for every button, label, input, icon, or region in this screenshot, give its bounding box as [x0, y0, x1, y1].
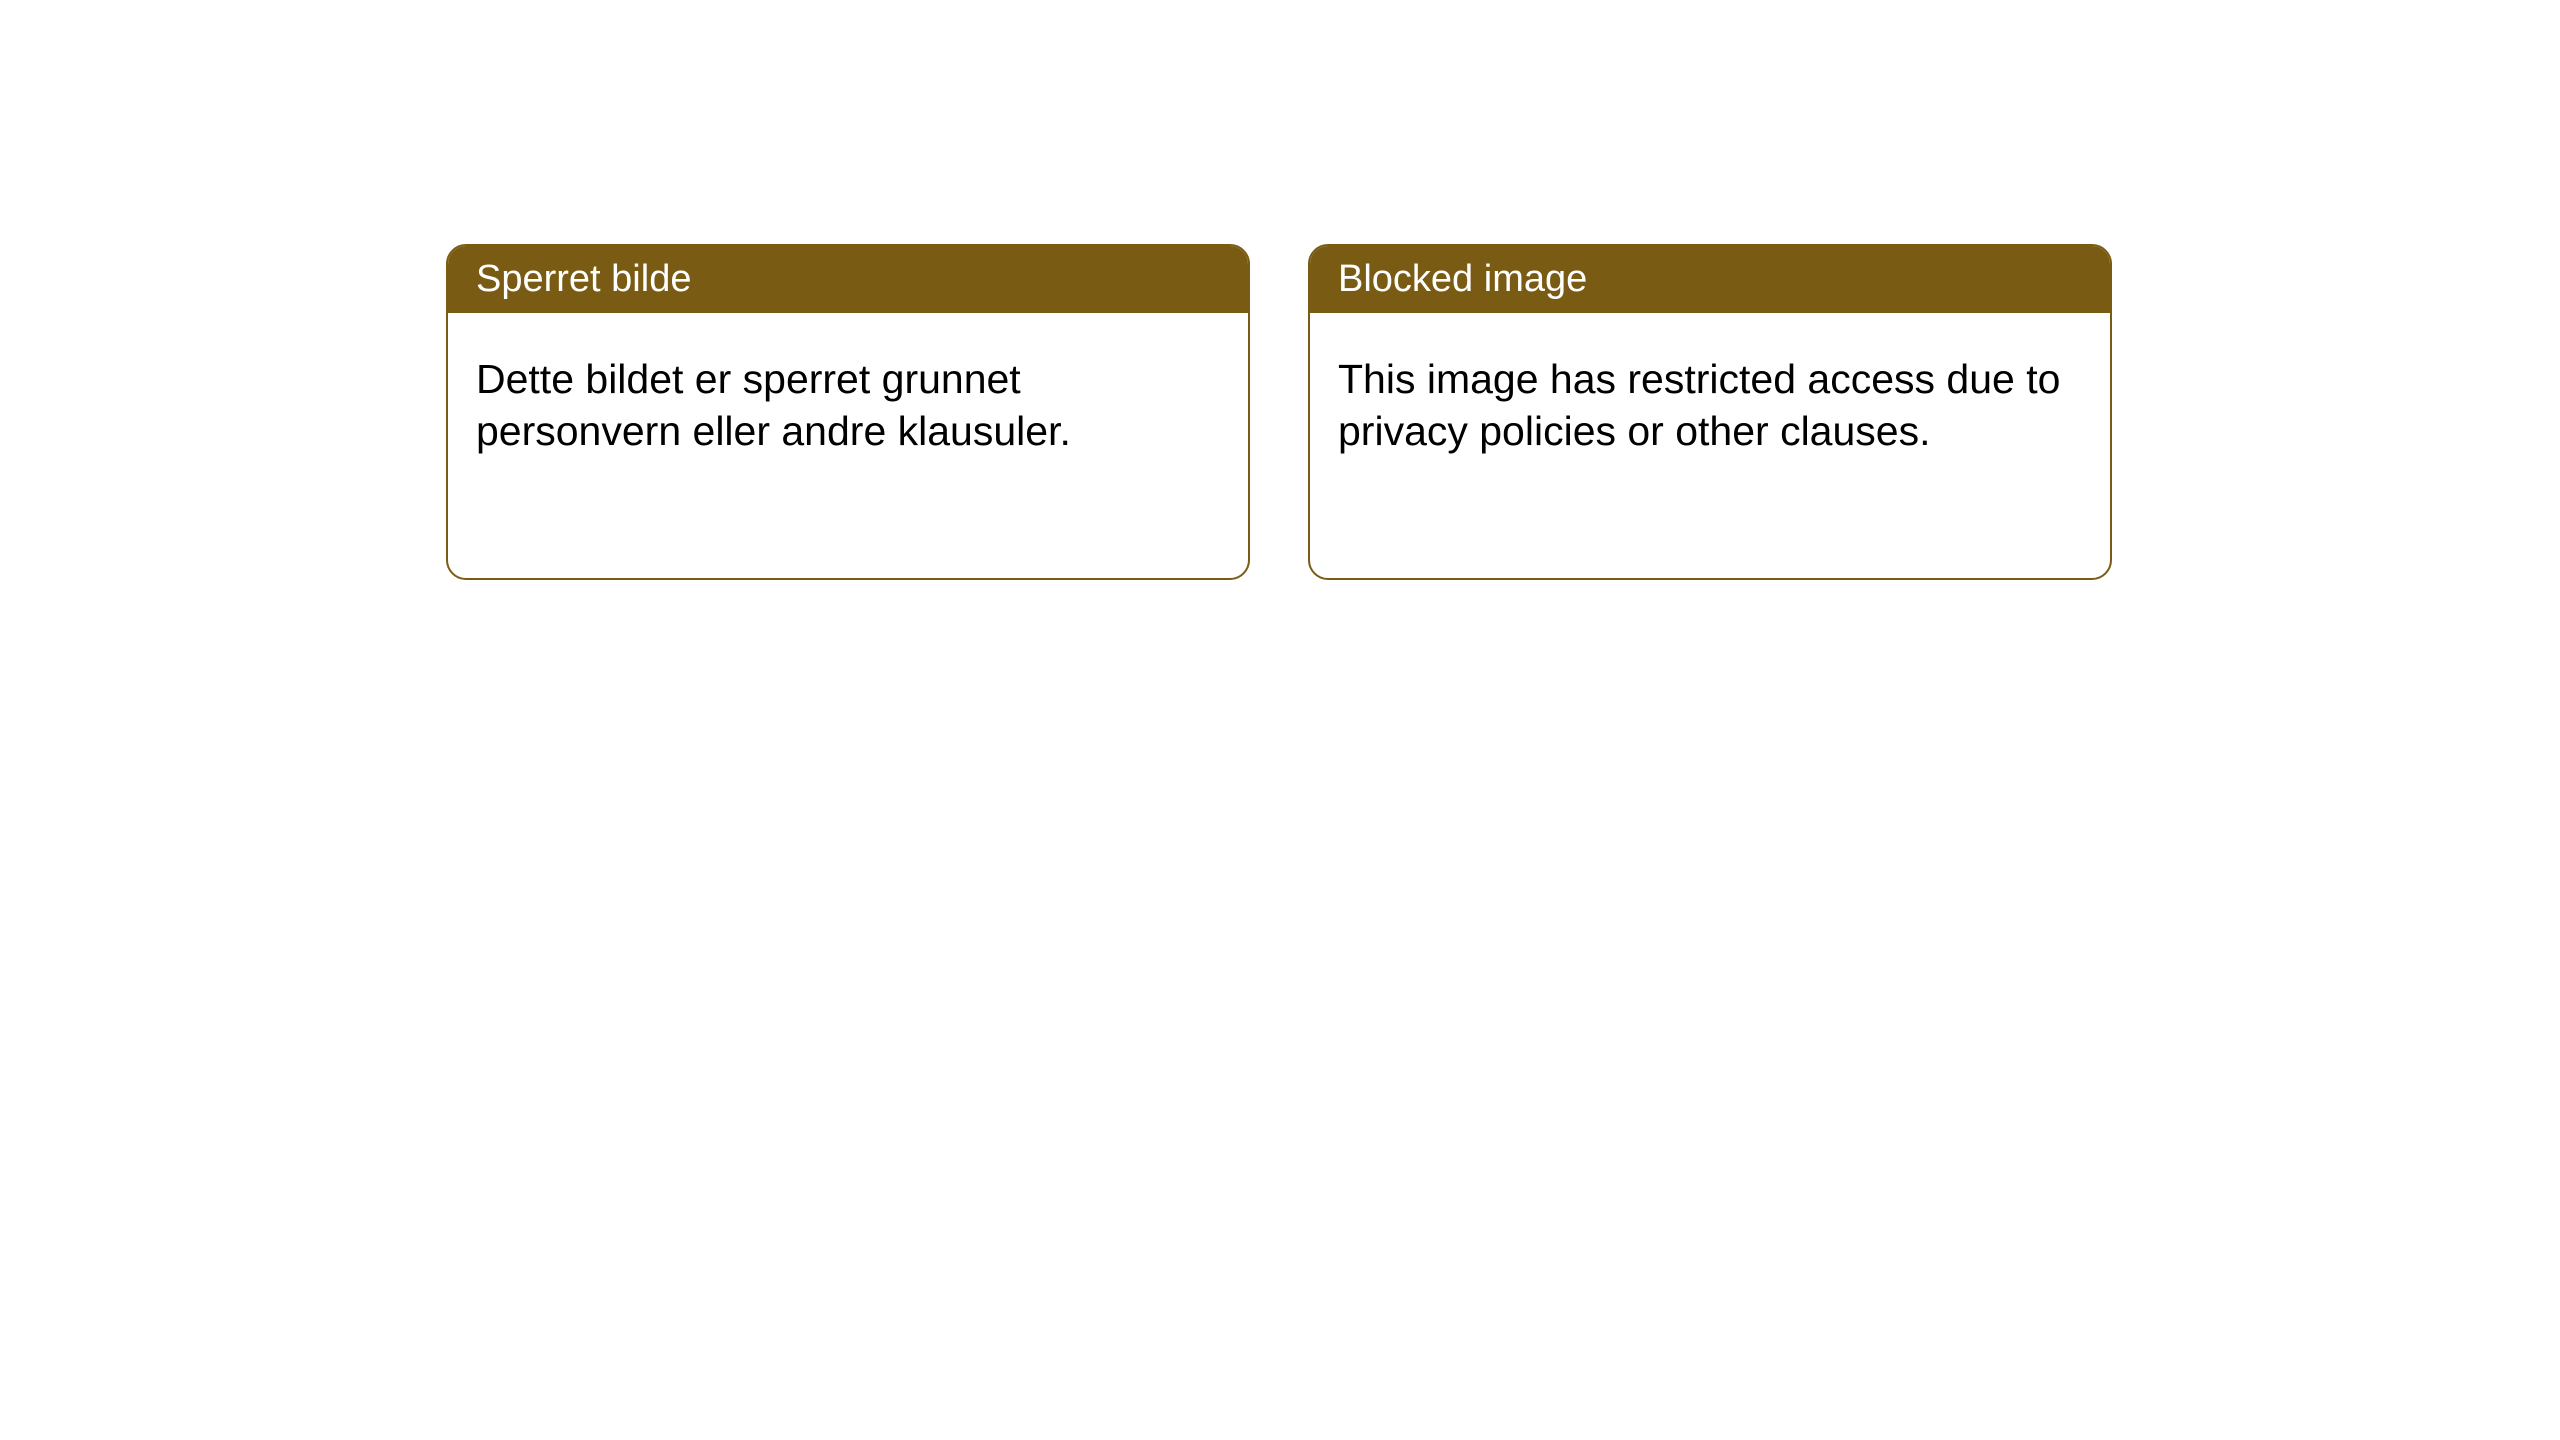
notice-title: Blocked image: [1338, 258, 1587, 300]
notice-container: Sperret bilde Dette bildet er sperret gr…: [446, 244, 2112, 580]
notice-message: Dette bildet er sperret grunnet personve…: [476, 356, 1071, 454]
notice-body: This image has restricted access due to …: [1310, 313, 2110, 498]
notice-header: Sperret bilde: [448, 246, 1248, 313]
notice-card-english: Blocked image This image has restricted …: [1308, 244, 2112, 580]
notice-title: Sperret bilde: [476, 258, 691, 300]
notice-header: Blocked image: [1310, 246, 2110, 313]
notice-card-norwegian: Sperret bilde Dette bildet er sperret gr…: [446, 244, 1250, 580]
notice-message: This image has restricted access due to …: [1338, 356, 2060, 454]
notice-body: Dette bildet er sperret grunnet personve…: [448, 313, 1248, 498]
